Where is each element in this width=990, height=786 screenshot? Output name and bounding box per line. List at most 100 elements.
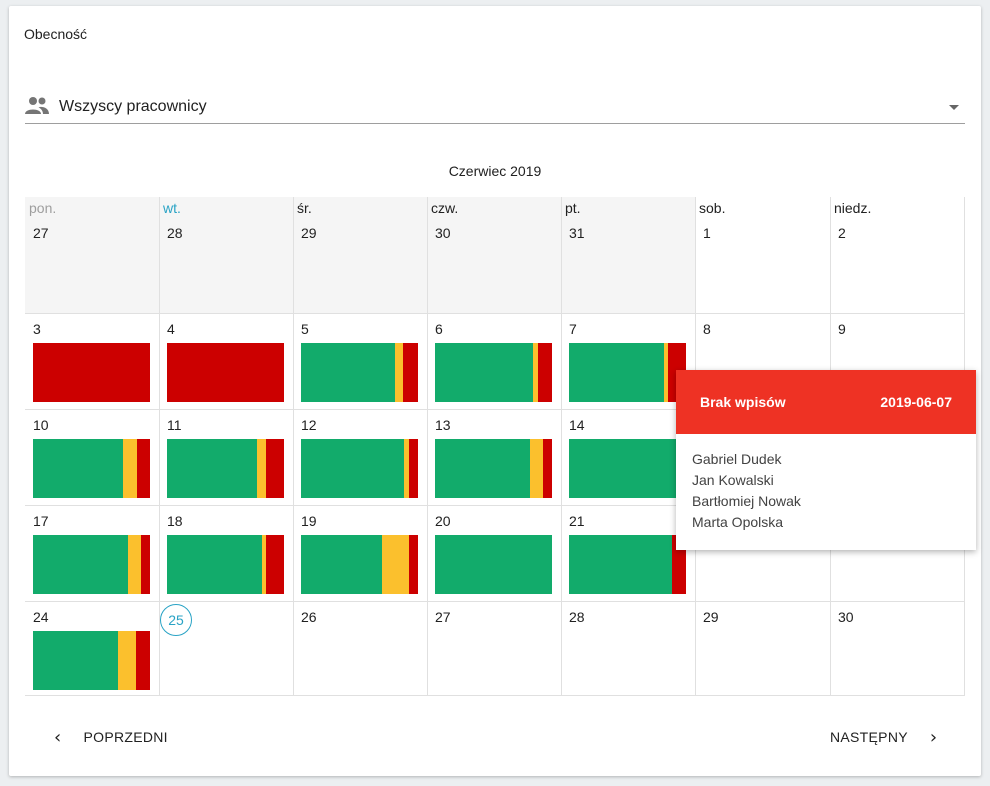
attendance-bar[interactable]	[167, 535, 284, 594]
absent-segment	[140, 535, 150, 594]
grid-line	[25, 409, 965, 410]
present-segment	[435, 343, 534, 402]
employee-select[interactable]: Wszyscy pracownicy	[25, 92, 965, 124]
present-segment	[33, 439, 124, 498]
present-segment	[167, 535, 262, 594]
day-number[interactable]: 27	[435, 609, 451, 625]
day-number[interactable]: 29	[703, 609, 719, 625]
partial-segment	[123, 439, 138, 498]
grid-line	[25, 313, 965, 314]
present-segment	[167, 439, 258, 498]
day-number[interactable]: 26	[301, 609, 317, 625]
chevron-left-icon: ‹	[54, 726, 62, 748]
day-number[interactable]: 18	[167, 513, 183, 529]
weekday-header: wt.	[163, 200, 181, 216]
day-number[interactable]: 8	[703, 321, 711, 337]
day-number[interactable]: 10	[33, 417, 49, 433]
day-number[interactable]: 11	[167, 417, 182, 433]
absent-segment	[135, 631, 150, 690]
absent-segment	[542, 439, 552, 498]
partial-segment	[127, 535, 141, 594]
day-number[interactable]: 31	[569, 225, 585, 241]
partial-segment	[394, 343, 403, 402]
popup-employee-list: Gabriel Dudek Jan Kowalski Bartłomiej Nowa…	[676, 434, 976, 533]
day-number[interactable]: 28	[167, 225, 183, 241]
present-segment	[569, 535, 672, 594]
previous-button[interactable]: ‹ POPRZEDNI	[54, 724, 168, 750]
absent-segment	[402, 343, 418, 402]
attendance-bar[interactable]	[167, 343, 284, 402]
partial-segment	[529, 439, 543, 498]
day-number[interactable]: 12	[301, 417, 317, 433]
month-label: Czerwiec 2019	[448, 163, 542, 179]
present-segment	[301, 343, 395, 402]
partial-segment	[403, 439, 409, 498]
day-number[interactable]: 5	[301, 321, 309, 337]
day-number[interactable]: 20	[435, 513, 451, 529]
attendance-bar[interactable]	[301, 439, 418, 498]
day-number[interactable]: 30	[435, 225, 451, 241]
day-number[interactable]: 19	[301, 513, 317, 529]
people-icon	[25, 97, 49, 114]
absent-segment	[408, 535, 418, 594]
day-number[interactable]: 27	[33, 225, 49, 241]
attendance-bar[interactable]	[435, 535, 552, 594]
present-segment	[569, 343, 664, 402]
weekday-header: sob.	[699, 200, 726, 216]
day-number[interactable]: 4	[167, 321, 175, 337]
day-number[interactable]: 29	[301, 225, 317, 241]
attendance-bar[interactable]	[569, 439, 686, 498]
day-number[interactable]: 1	[703, 225, 711, 241]
attendance-bar[interactable]	[33, 343, 150, 402]
day-number[interactable]: 30	[838, 609, 854, 625]
present-segment	[435, 535, 552, 594]
day-number[interactable]: 7	[569, 321, 577, 337]
day-number[interactable]: 2	[838, 225, 846, 241]
popup-employee-name: Bartłomiej Nowak	[692, 493, 801, 509]
attendance-bar[interactable]	[33, 439, 150, 498]
attendance-bar[interactable]	[569, 343, 686, 402]
present-segment	[569, 439, 686, 498]
partial-segment	[663, 343, 669, 402]
day-number[interactable]: 14	[569, 417, 585, 433]
absent-segment	[33, 343, 150, 402]
day-number[interactable]: 21	[569, 513, 585, 529]
popup-header: Brak wpisów 2019-06-07	[676, 370, 976, 434]
day-number[interactable]: 17	[33, 513, 49, 529]
absent-segment	[266, 439, 284, 498]
day-number[interactable]: 6	[435, 321, 443, 337]
calendar-grid: pon. wt. śr. czw. pt. sob. niedz. 27 28 29 30 31 1 2 3…	[25, 197, 965, 696]
partial-segment	[118, 631, 136, 690]
weekday-header: czw.	[431, 200, 459, 216]
day-details-popup: Brak wpisów 2019-06-07 Gabriel Dudek Jan …	[676, 370, 976, 550]
partial-segment	[533, 343, 538, 402]
day-number[interactable]: 3	[33, 321, 41, 337]
attendance-bar[interactable]	[167, 439, 284, 498]
today-day-number[interactable]: 25	[160, 604, 192, 636]
day-number[interactable]: 9	[838, 321, 846, 337]
next-button[interactable]: NASTĘPNY ›	[830, 724, 937, 750]
attendance-bar[interactable]	[33, 535, 150, 594]
day-number[interactable]: 13	[435, 417, 451, 433]
grid-line	[25, 505, 965, 506]
attendance-bar[interactable]	[301, 343, 418, 402]
attendance-bar[interactable]	[435, 439, 552, 498]
partial-segment	[381, 535, 409, 594]
day-number[interactable]: 24	[33, 609, 49, 625]
next-button-label: NASTĘPNY	[830, 729, 908, 745]
card-title: Obecność	[24, 26, 88, 42]
absent-segment	[537, 343, 552, 402]
popup-employee-name: Gabriel Dudek	[692, 451, 782, 467]
grid-line	[561, 197, 562, 696]
present-segment	[33, 631, 119, 690]
absent-segment	[408, 439, 418, 498]
day-number[interactable]: 28	[569, 609, 585, 625]
dropdown-arrow-icon[interactable]	[949, 105, 959, 110]
absent-segment	[266, 535, 284, 594]
attendance-bar[interactable]	[569, 535, 686, 594]
attendance-bar[interactable]	[301, 535, 418, 594]
attendance-bar[interactable]	[435, 343, 552, 402]
attendance-bar[interactable]	[33, 631, 150, 690]
popup-employee-name: Marta Opolska	[692, 514, 784, 530]
present-segment	[435, 439, 530, 498]
